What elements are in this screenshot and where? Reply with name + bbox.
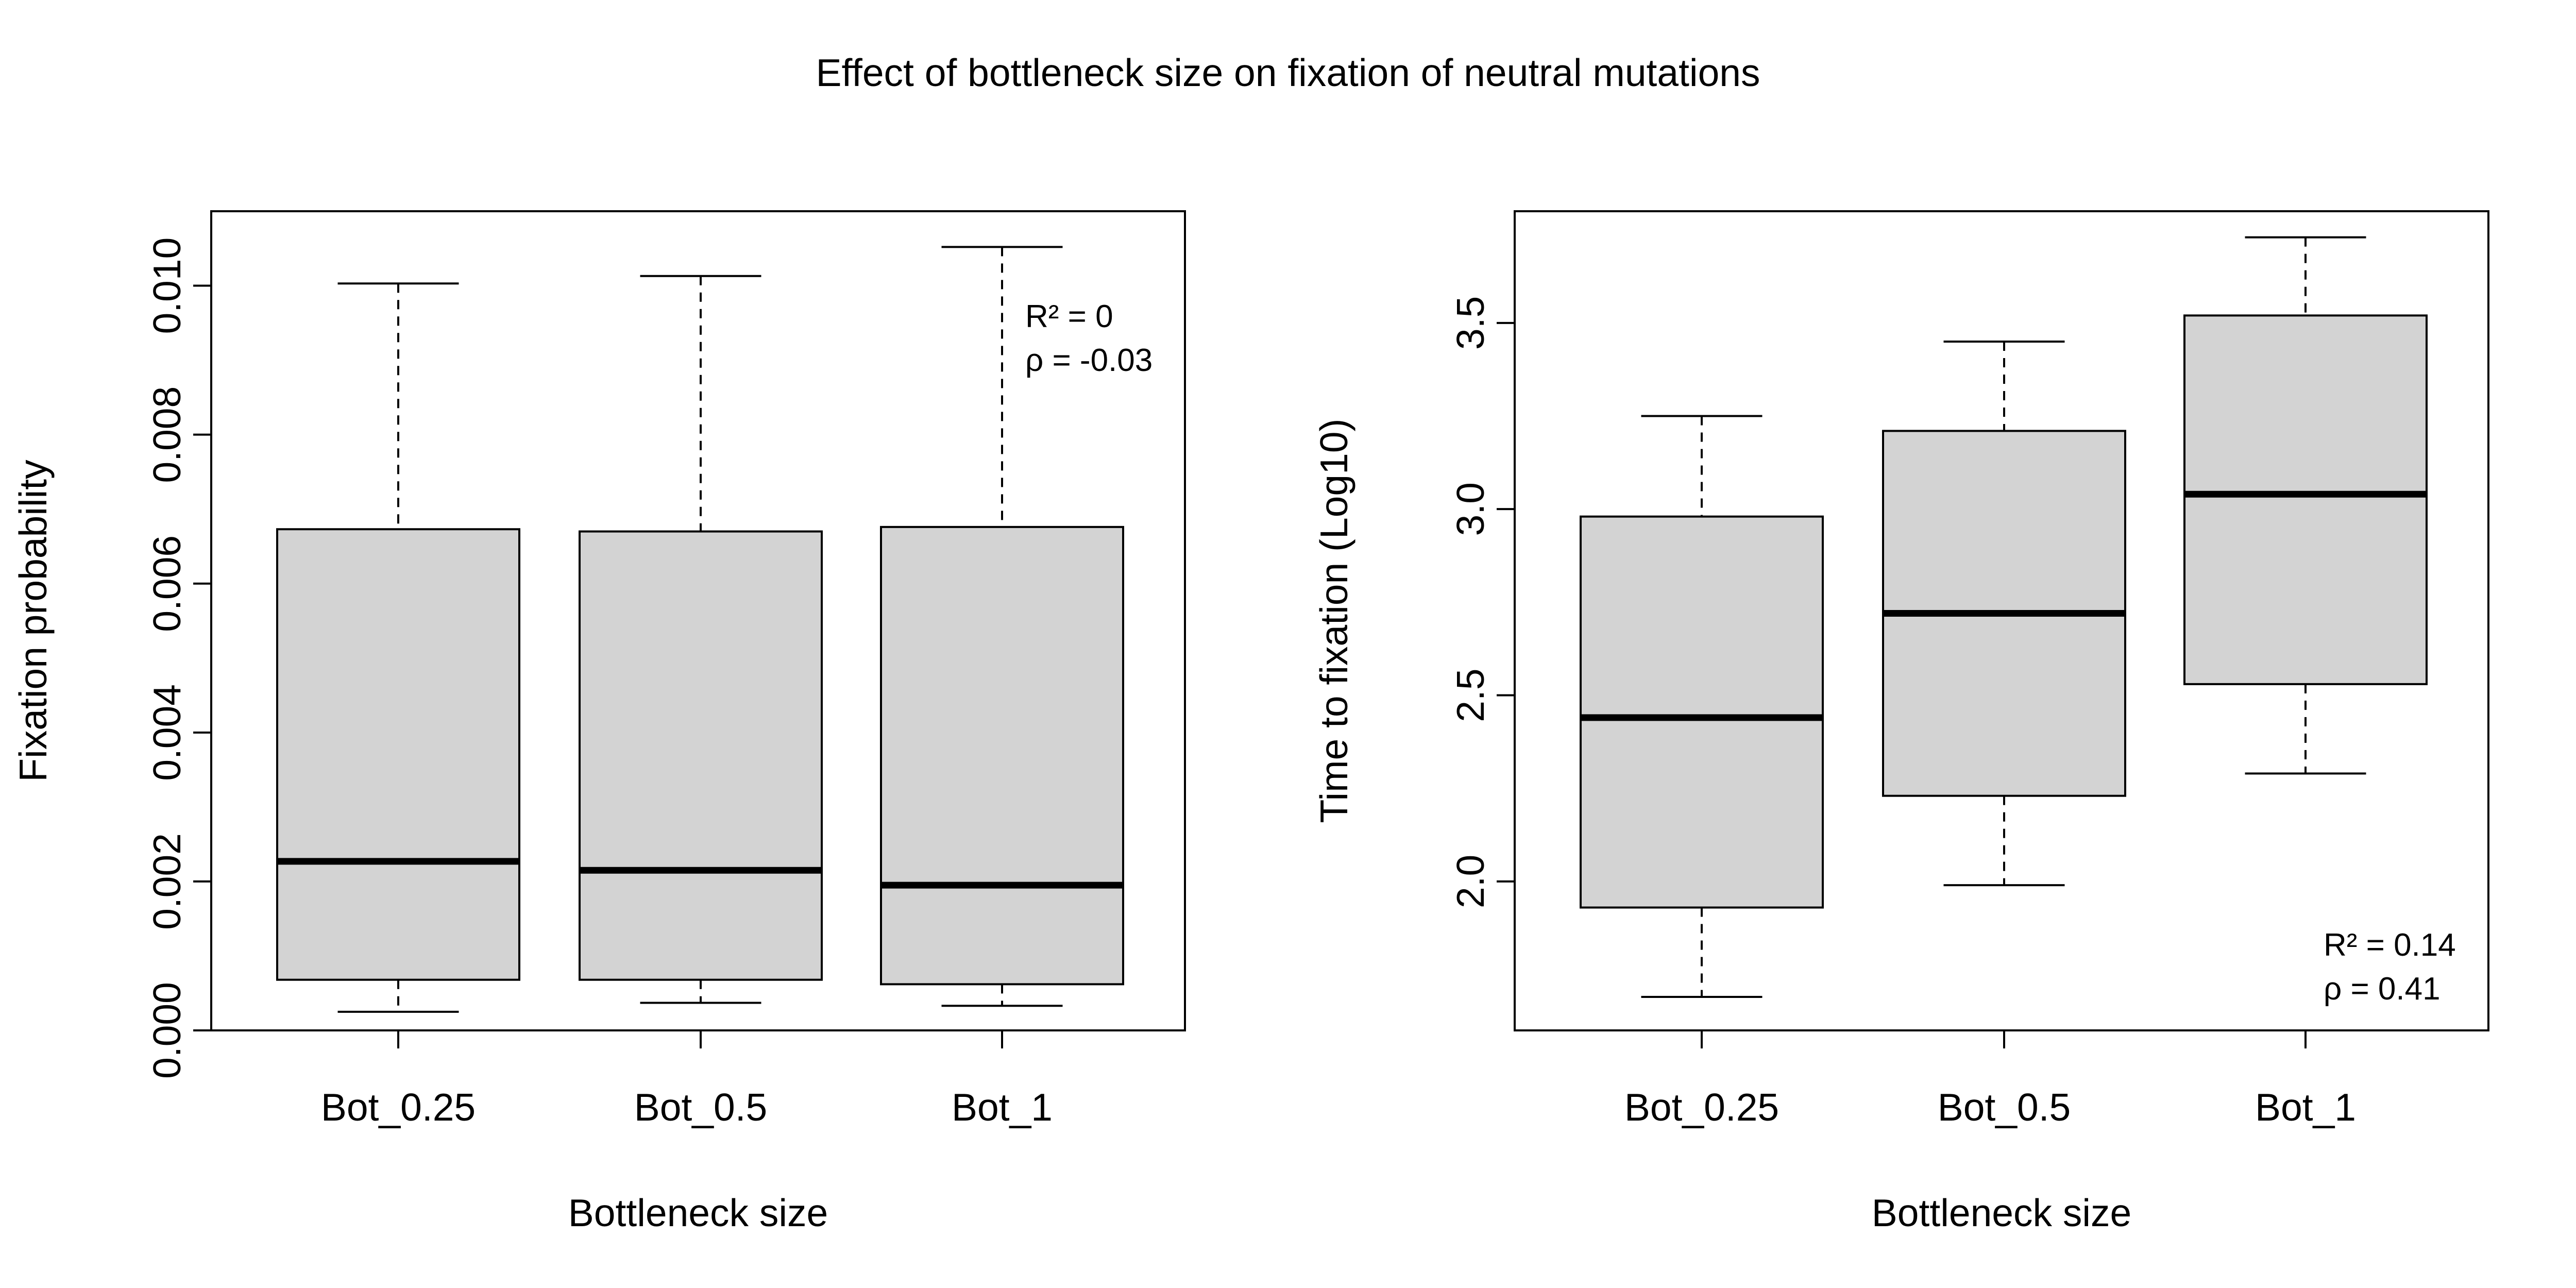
x-tick-label: Bot_0.25 — [321, 1086, 476, 1129]
y-tick-label: 0.002 — [145, 833, 189, 930]
box-iqr — [880, 526, 1124, 986]
box-group-Bot_0.5 — [579, 275, 823, 1004]
y-axis-title: Time to fixation (Log10) — [1312, 418, 1355, 823]
y-tick-label: 0.008 — [145, 386, 189, 483]
y-tick-label: 3.0 — [1449, 482, 1492, 536]
panel-fixation-probability: 0.000 0.002 0.004 0.006 0.008 0.010 Bot_0.25 Bo… — [11, 210, 1186, 1234]
box-iqr — [2183, 314, 2428, 685]
box-group-Bot_0.5 — [1882, 340, 2126, 887]
figure-title: Effect of bottleneck size on fixation of… — [816, 51, 1760, 94]
stat-annotation: ρ = 0.41 — [2324, 971, 2441, 1007]
box-group-Bot_0.25 — [276, 282, 520, 1013]
y-tick-label: 0.006 — [145, 535, 189, 632]
panel-time-to-fixation: 2.0 2.5 3.0 3.5 Bot_0.25 Bot_0.5 Bot_1 Bottlene… — [1312, 210, 2489, 1234]
y-tick-label: 0.004 — [145, 684, 189, 781]
x-tick-label: Bot_0.5 — [634, 1086, 768, 1129]
box-iqr — [579, 530, 823, 981]
y-tick-label: 2.5 — [1449, 668, 1492, 722]
stat-annotation: R² = 0 — [1025, 299, 1113, 334]
box-group-Bot_0.25 — [1580, 415, 1824, 998]
y-tick-label: 0.010 — [145, 238, 189, 334]
box-iqr — [276, 528, 520, 981]
y-tick-label: 0.000 — [145, 982, 189, 1079]
x-axis-title: Bottleneck size — [568, 1191, 828, 1234]
stat-annotation: R² = 0.14 — [2324, 927, 2456, 963]
x-tick-label: Bot_1 — [952, 1086, 1053, 1129]
stat-annotation: ρ = -0.03 — [1025, 343, 1153, 378]
box-group-Bot_1 — [2183, 236, 2428, 775]
box-group-Bot_1 — [880, 246, 1124, 1007]
x-tick-label: Bot_0.5 — [1938, 1086, 2071, 1129]
y-axis-title: Fixation probability — [11, 460, 55, 782]
box-iqr — [1580, 515, 1824, 909]
x-tick-label: Bot_1 — [2255, 1086, 2356, 1129]
y-tick-label: 2.0 — [1449, 855, 1492, 908]
x-axis-title: Bottleneck size — [1872, 1191, 2131, 1234]
y-tick-label: 3.5 — [1449, 296, 1492, 350]
x-tick-label: Bot_0.25 — [1624, 1086, 1779, 1129]
